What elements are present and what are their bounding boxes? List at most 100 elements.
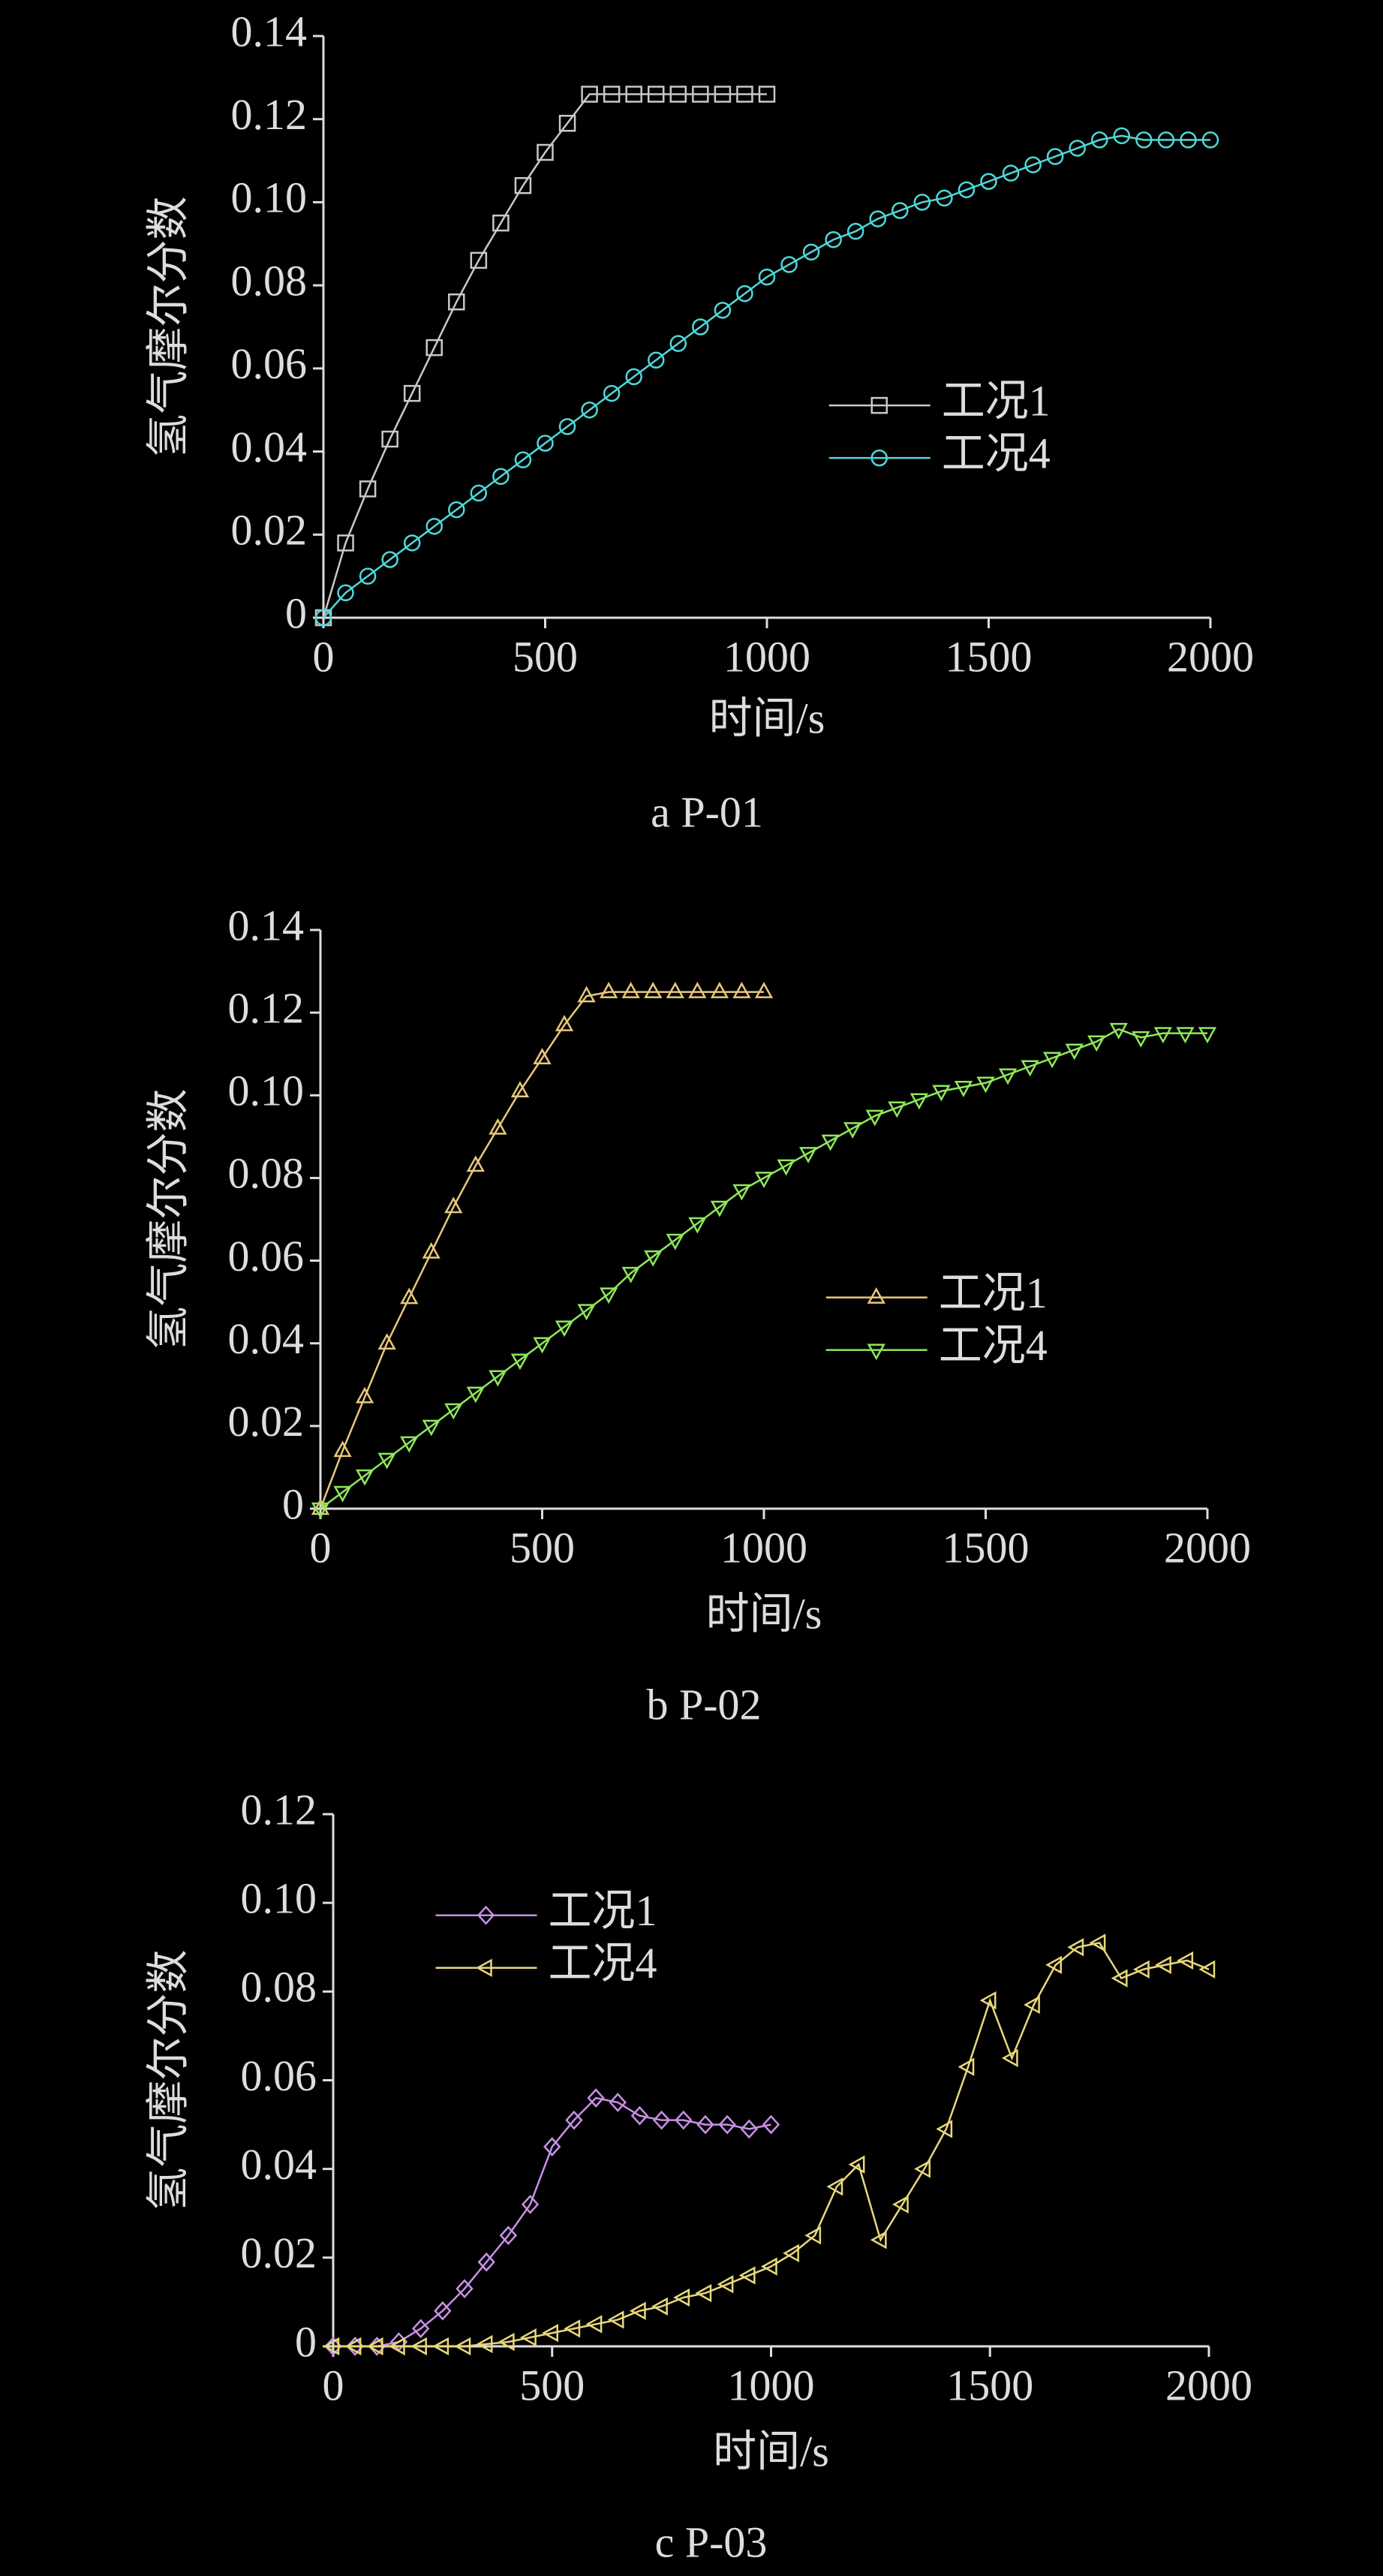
chart: 0 0.02 0.04 0.06 0.08 0.10 0.12 0.14 0 500 1000 150… [143,901,1251,1729]
marker [1001,2048,1018,2068]
marker [337,534,354,552]
y-tick-label: 0.08 [231,256,308,305]
marker [976,1076,995,1094]
marker [558,418,576,435]
marker [848,2155,865,2174]
marker [412,2319,430,2339]
marker [630,2105,649,2126]
marker [954,1081,973,1097]
y-tick-label: 0.10 [228,1067,305,1115]
x-tick-label: 1500 [946,632,1033,681]
marker [651,2297,668,2316]
marker [732,982,751,998]
marker [510,1353,530,1371]
marker [1180,131,1197,149]
marker [311,1498,330,1515]
marker [865,1109,884,1127]
x-tick-label: 2000 [1165,2361,1252,2409]
marker [381,551,398,568]
x-tick-label: 2000 [1164,1523,1251,1572]
marker [754,982,774,998]
x-axis-label: 时间/s [709,694,825,742]
y-tick-label: 0 [282,1479,304,1528]
marker [603,384,621,402]
marker [1109,1022,1128,1040]
marker [581,86,598,103]
legend-marker [870,449,888,467]
marker [1198,1027,1217,1044]
marker [607,2310,624,2329]
y-tick-label: 0.12 [228,983,305,1032]
marker [738,2266,756,2285]
marker [355,1386,374,1404]
marker [1153,1027,1173,1044]
y-tick-label: 0.06 [228,1232,305,1280]
marker [826,2177,843,2196]
caption: c P-03 [655,2517,768,2566]
marker [1024,156,1042,173]
y-axis-label: 氢气摩尔分数 [143,196,192,457]
marker [869,210,886,227]
legend-marker [867,1344,885,1361]
marker [1087,1035,1106,1052]
marker [425,517,443,535]
marker [448,293,465,311]
y-tick-label: 0.14 [231,7,308,56]
y-tick-label: 0.14 [228,901,305,949]
marker [673,2288,690,2307]
marker [577,986,596,1003]
y-tick-label: 0 [295,2317,317,2366]
series-line [320,1028,1207,1510]
marker [400,1287,419,1305]
marker [489,1118,507,1135]
marker [688,982,707,998]
legend-marker [870,396,888,414]
marker [648,86,665,103]
marker [777,1159,795,1176]
x-tick-label: 0 [310,1523,332,1572]
marker [621,982,640,998]
x-tick-label: 0 [313,632,335,681]
marker [381,430,398,448]
marker [821,1134,840,1151]
marker [1045,1955,1063,1975]
y-tick-label: 0.06 [231,339,308,388]
marker [1111,1969,1128,1988]
series-line [333,2096,771,2348]
marker [780,256,798,273]
marker [936,189,953,207]
marker [696,2114,714,2135]
marker [1002,164,1020,182]
legend-label: 工况4 [942,429,1051,477]
chart: 0 0.02 0.04 0.06 0.08 0.10 0.12 0.14 0 500 1000 150… [143,7,1254,836]
marker [609,2093,627,2112]
marker [543,2137,561,2156]
marker [736,86,753,103]
marker [564,2319,581,2338]
marker [366,2337,383,2356]
y-tick-label: 0 [285,588,307,637]
marker [492,214,510,232]
marker [455,2279,474,2299]
y-tick-label: 0.10 [231,173,308,222]
marker [914,2159,931,2178]
marker [565,2110,583,2130]
marker [846,222,864,240]
marker [1132,1031,1150,1048]
marker [542,2324,558,2343]
marker [804,2226,822,2245]
marker [600,1287,618,1305]
marker [936,2120,953,2138]
marker [603,86,621,103]
marker [470,484,488,502]
marker [669,335,687,352]
marker [1177,1951,1194,1970]
marker [1091,131,1108,149]
marker [1113,127,1131,145]
marker [489,1370,507,1387]
marker [1046,148,1064,165]
y-tick-label: 0.06 [241,2051,317,2100]
marker [802,243,820,261]
marker [629,2301,646,2320]
